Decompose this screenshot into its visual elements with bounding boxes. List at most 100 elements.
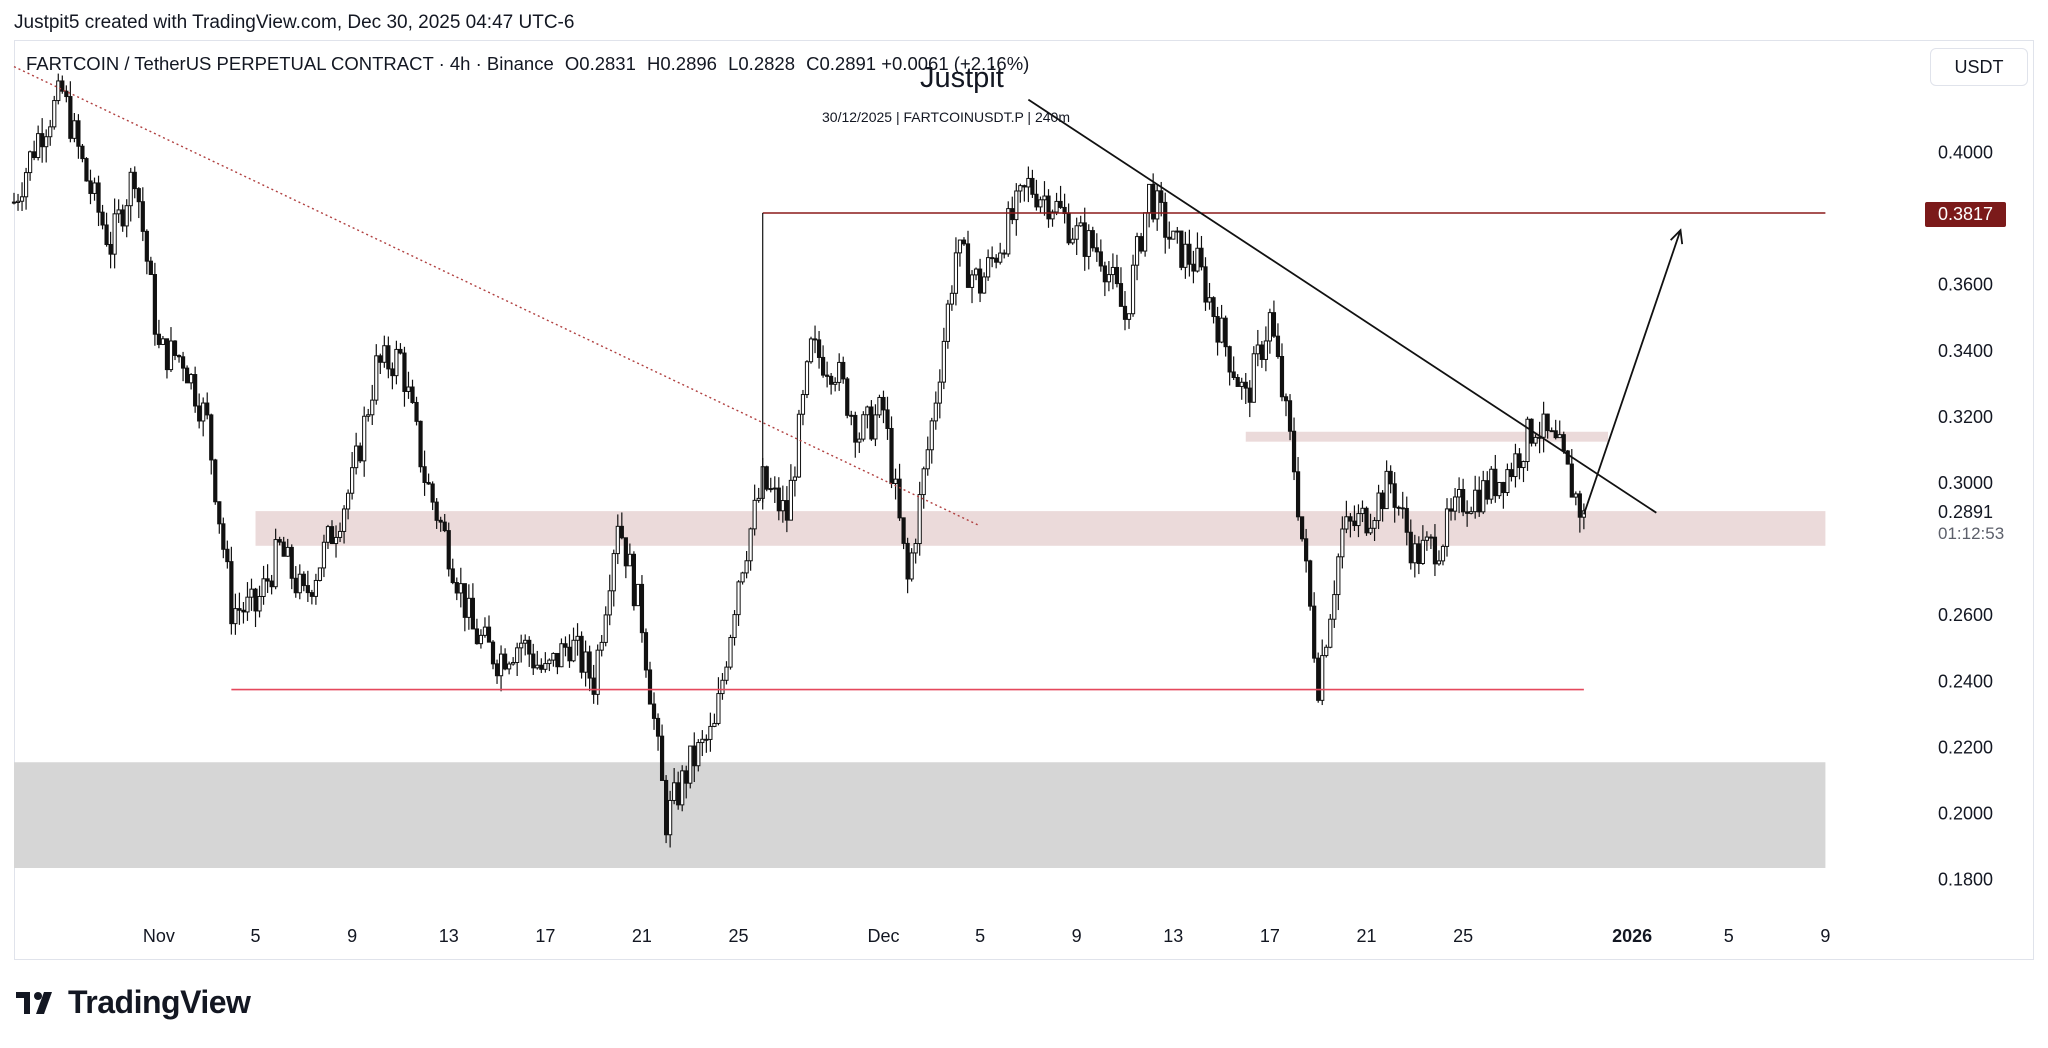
- candle-body: [1138, 236, 1144, 252]
- candle-body: [885, 409, 890, 429]
- chart-frame[interactable]: [14, 40, 2034, 960]
- candle-body: [64, 90, 69, 98]
- candle: [120, 204, 125, 232]
- price-tick-label: 0.4000: [1938, 143, 1993, 163]
- candle-body: [502, 653, 508, 670]
- candle: [1553, 419, 1558, 440]
- tradingview-logo[interactable]: TradingView: [16, 984, 251, 1021]
- candle-body: [1352, 520, 1357, 527]
- candle: [1090, 226, 1095, 252]
- descending-trendline: [1027, 98, 1657, 514]
- candle-body: [44, 136, 49, 148]
- candle-body: [1239, 381, 1244, 387]
- candle: [1577, 490, 1582, 533]
- candle-body: [953, 252, 959, 294]
- candle: [1114, 254, 1120, 288]
- candle: [1271, 300, 1277, 338]
- time-tick-label: 5: [975, 926, 985, 946]
- candle: [825, 361, 830, 388]
- candle-body: [1577, 493, 1582, 518]
- candle: [1456, 477, 1462, 514]
- candle: [1259, 340, 1264, 368]
- candle-body: [124, 205, 129, 227]
- candle: [680, 765, 685, 812]
- candle: [1283, 393, 1289, 417]
- candle-body: [659, 735, 665, 781]
- candle: [1002, 249, 1007, 259]
- candle: [543, 652, 548, 673]
- candle: [780, 485, 785, 523]
- candle: [1058, 185, 1063, 209]
- candle-body: [305, 585, 310, 594]
- watermark-subtitle: 30/12/2025 | FARTCOINUSDT.P | 240m: [822, 109, 1070, 125]
- candle-body: [144, 230, 149, 262]
- candle-body: [1074, 225, 1079, 240]
- candle: [390, 362, 395, 390]
- candle: [72, 112, 77, 143]
- currency-selector[interactable]: USDT: [1930, 48, 2028, 86]
- candle: [841, 356, 846, 384]
- candle-body: [1002, 252, 1007, 255]
- candle-body: [1267, 312, 1272, 342]
- candle: [905, 537, 910, 594]
- candle: [1251, 346, 1256, 403]
- candle-body: [233, 608, 238, 625]
- candle: [1203, 257, 1208, 311]
- candle-body: [587, 651, 592, 679]
- candle: [152, 262, 157, 346]
- candle-body: [116, 209, 121, 215]
- candle: [1316, 652, 1321, 703]
- candle: [1481, 470, 1486, 515]
- candle-body: [1557, 434, 1562, 439]
- candle-body: [80, 145, 85, 160]
- candle: [386, 336, 391, 379]
- candle-body: [498, 653, 504, 677]
- candle-body: [1118, 283, 1124, 307]
- candle-body: [949, 292, 954, 305]
- candle: [233, 593, 238, 635]
- candle-body: [249, 588, 254, 598]
- candle-body: [998, 252, 1003, 263]
- candle: [350, 451, 355, 500]
- candle-body: [515, 647, 520, 663]
- symbol-name[interactable]: FARTCOIN / TetherUS PERPETUAL CONTRACT ·…: [26, 53, 554, 74]
- candle: [100, 204, 105, 230]
- candle-body: [1561, 434, 1566, 452]
- candle: [1312, 592, 1317, 663]
- candle-body: [108, 243, 113, 255]
- time-tick-label: 2026: [1612, 926, 1652, 946]
- candle-body: [176, 354, 182, 358]
- candle: [96, 175, 101, 227]
- candle-body: [1481, 480, 1486, 513]
- candle-body: [172, 340, 178, 356]
- candle-body: [1356, 513, 1361, 527]
- candle-body: [1155, 190, 1160, 220]
- candle: [869, 400, 874, 441]
- candle: [52, 95, 57, 130]
- candle: [1191, 250, 1196, 284]
- grey-zone: [14, 762, 1826, 868]
- candle: [1062, 193, 1067, 224]
- candle-body: [193, 374, 198, 407]
- candle-body: [209, 414, 214, 461]
- candle-body: [450, 568, 455, 584]
- candle-body: [925, 449, 930, 470]
- candle-body: [1066, 213, 1071, 244]
- candle-body: [1078, 222, 1083, 227]
- candle: [953, 237, 959, 306]
- symbol-legend[interactable]: FARTCOIN / TetherUS PERPETUAL CONTRACT ·…: [26, 53, 1029, 75]
- candle-body: [639, 583, 645, 634]
- candle: [1376, 484, 1381, 530]
- ohlc-change: +0.0061 (+2.16%): [881, 53, 1030, 74]
- candle: [1223, 315, 1228, 357]
- candle: [583, 640, 588, 687]
- candle: [1509, 462, 1514, 482]
- dotted-trendline: [13, 65, 981, 527]
- candle-body: [1328, 618, 1333, 648]
- candle: [515, 642, 520, 676]
- candle: [893, 468, 898, 500]
- candle-body: [1428, 536, 1434, 539]
- candle-body: [1553, 430, 1558, 439]
- candle-body: [732, 614, 737, 639]
